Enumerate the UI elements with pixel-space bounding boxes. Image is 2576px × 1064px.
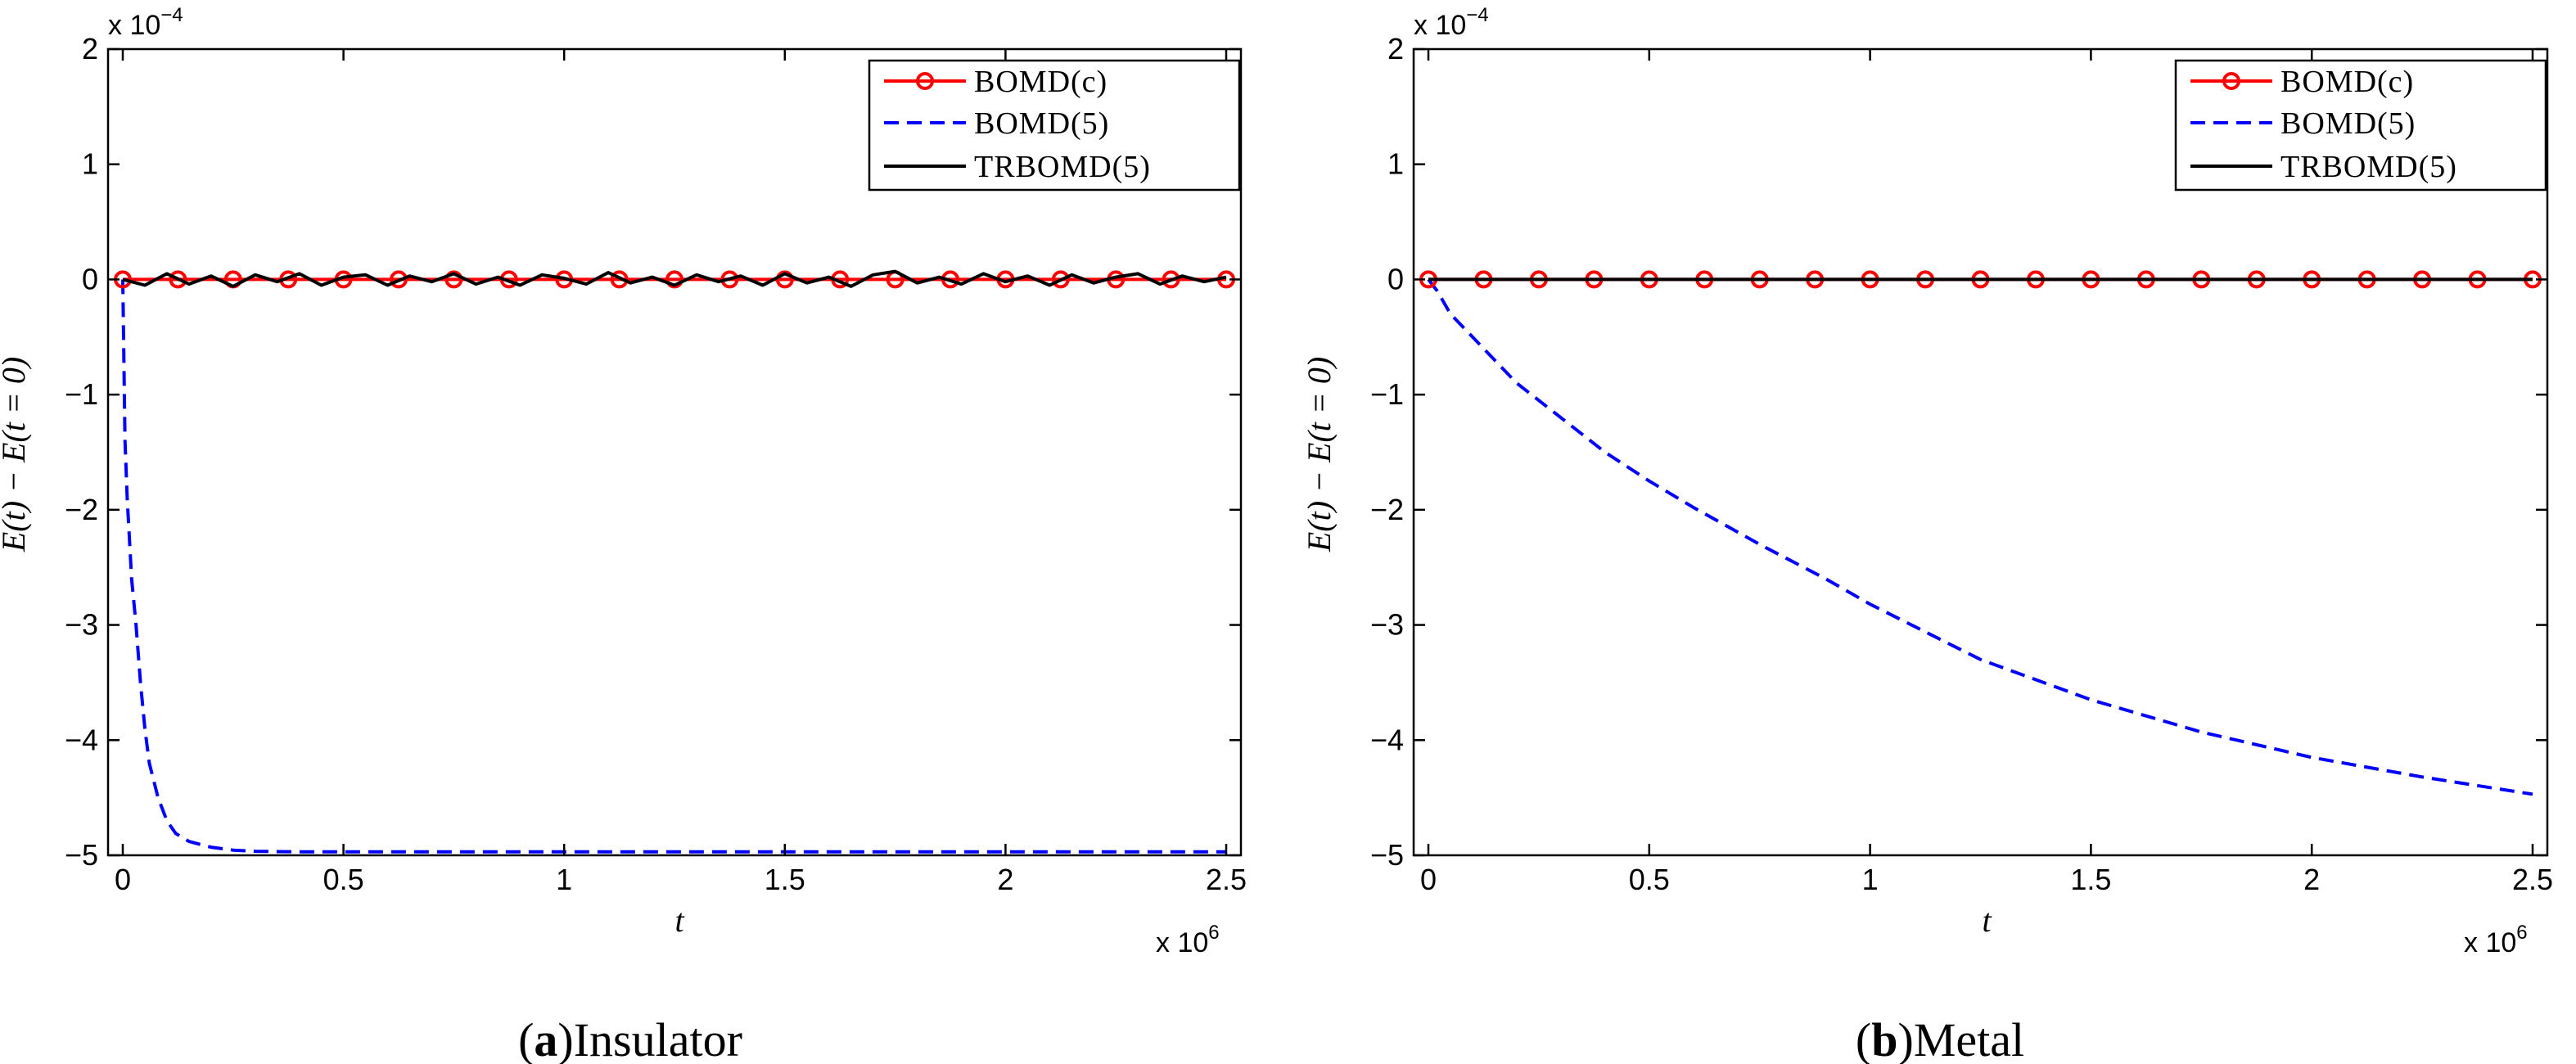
panel-b-y-multiplier: x 10−4 — [1414, 4, 1489, 41]
panel-b-caption: (b)Metal — [1856, 1013, 2024, 1064]
panel-a-ytick-label: 1 — [82, 147, 98, 181]
panel-a-xtick-label: 0.5 — [323, 863, 364, 896]
panel-a-axes: 0 0.5 1 1.5 2 2.5 −5 −4 −3 −2 −1 0 1 2 — [65, 32, 1247, 896]
panel-b-ytick-label: 0 — [1387, 262, 1404, 295]
panel-b-axes: 0 0.5 1 1.5 2 2.5 −5 −4 −3 −2 −1 0 1 2 — [1370, 32, 2553, 896]
panel-b-xtick-label: 2.5 — [2512, 863, 2553, 896]
panel-b-xtick-label: 0 — [1420, 863, 1437, 896]
panel-a-frame — [106, 47, 1243, 857]
panel-b-xtick-label: 1.5 — [2070, 863, 2111, 896]
panel-a-legend-label-trbomd-5: TRBOMD(5) — [974, 150, 1151, 184]
panel-b-xtick-label: 0.5 — [1629, 863, 1670, 896]
panel-a-ytick-label: 0 — [82, 262, 98, 295]
panel-a-series-trbomd-5 — [122, 269, 1227, 288]
panel-b-ytick-label: −4 — [1370, 723, 1404, 756]
panel-a-caption-text: Insulator — [574, 1013, 742, 1064]
panel-a-point-bomd-c — [1051, 270, 1070, 289]
panel-b-ytick-label: −1 — [1370, 377, 1404, 411]
panel-a-caption-letter: a — [534, 1013, 557, 1064]
panel-b-x-multiplier: x 106 — [2464, 922, 2528, 958]
panel-a: 0 0.5 1 1.5 2 2.5 −5 −4 −3 −2 −1 0 1 2 x 10−4 x 106 t… — [0, 4, 1247, 1064]
panel-b-series-bomd-5 — [1427, 278, 2533, 796]
panel-a-point-bomd-c — [169, 270, 187, 289]
panel-b-xlabel: t — [1982, 902, 1992, 939]
panel-a-ytick-label: 2 — [82, 32, 98, 65]
panel-a-xtick-label: 1 — [556, 863, 572, 896]
panel-a-plot — [114, 269, 1235, 854]
panel-b-ytick-label: −5 — [1370, 838, 1404, 872]
panel-a-legend: BOMD(c) BOMD(5) TRBOMD(5) — [868, 59, 1241, 192]
panel-a-ytick-label: −1 — [65, 377, 98, 411]
panel-a-point-bomd-c — [1162, 270, 1180, 289]
panel-a-series-bomd-5 — [121, 279, 1226, 854]
panel-b-legend: BOMD(c) BOMD(5) TRBOMD(5) — [2174, 59, 2547, 192]
panel-a-ylabel: E(t) − E(t = 0) — [0, 357, 32, 552]
panel-b-xtick-label: 1 — [1862, 863, 1879, 896]
panel-b-legend-marker-bomd-c — [2222, 72, 2240, 90]
panel-a-ytick-label: −2 — [65, 493, 98, 526]
panel-a-xtick-label: 2.5 — [1206, 863, 1247, 896]
panel-b-ytick-label: −3 — [1370, 608, 1404, 642]
panel-a-point-bomd-c — [390, 270, 408, 289]
panel-a-ytick-label: −5 — [65, 838, 98, 872]
panel-b-frame — [1412, 47, 2549, 857]
panel-a-xlabel: t — [674, 902, 684, 939]
panel-a-x-multiplier: x 106 — [1156, 922, 1220, 958]
panel-b-legend-label-bomd-c: BOMD(c) — [2281, 65, 2414, 99]
panel-a-ytick-label: −4 — [65, 723, 98, 756]
panel-a-ytick-label: −3 — [65, 608, 98, 642]
panel-b-ytick-label: −2 — [1370, 493, 1404, 526]
panel-b-plot — [1419, 270, 2542, 796]
panel-a-xtick-label: 0 — [115, 863, 131, 896]
panel-b: 0 0.5 1 1.5 2 2.5 −5 −4 −3 −2 −1 0 1 2 x 10−4 x 106 t… — [1301, 4, 2553, 1064]
panel-a-xtick-label: 1.5 — [765, 863, 805, 896]
panel-b-legend-label-trbomd-5: TRBOMD(5) — [2281, 150, 2457, 184]
panel-b-ylabel: E(t) − E(t = 0) — [1301, 357, 1338, 552]
panel-b-ytick-label: 1 — [1387, 147, 1404, 181]
panel-a-xtick-label: 2 — [997, 863, 1013, 896]
panel-b-ytick-label: 2 — [1387, 32, 1404, 65]
panel-a-caption: (a)Insulator — [518, 1013, 742, 1064]
panel-a-legend-label-bomd-5: BOMD(5) — [974, 106, 1109, 141]
panel-a-legend-marker-bomd-c — [916, 72, 934, 90]
panel-b-caption-text: Metal — [1914, 1013, 2024, 1064]
panel-a-y-multiplier: x 10−4 — [108, 4, 183, 41]
panel-a-legend-label-bomd-c: BOMD(c) — [974, 65, 1108, 99]
panel-b-xtick-label: 2 — [2303, 863, 2320, 896]
panel-b-caption-letter: b — [1871, 1013, 1897, 1064]
panel-b-legend-label-bomd-5: BOMD(5) — [2281, 106, 2416, 141]
